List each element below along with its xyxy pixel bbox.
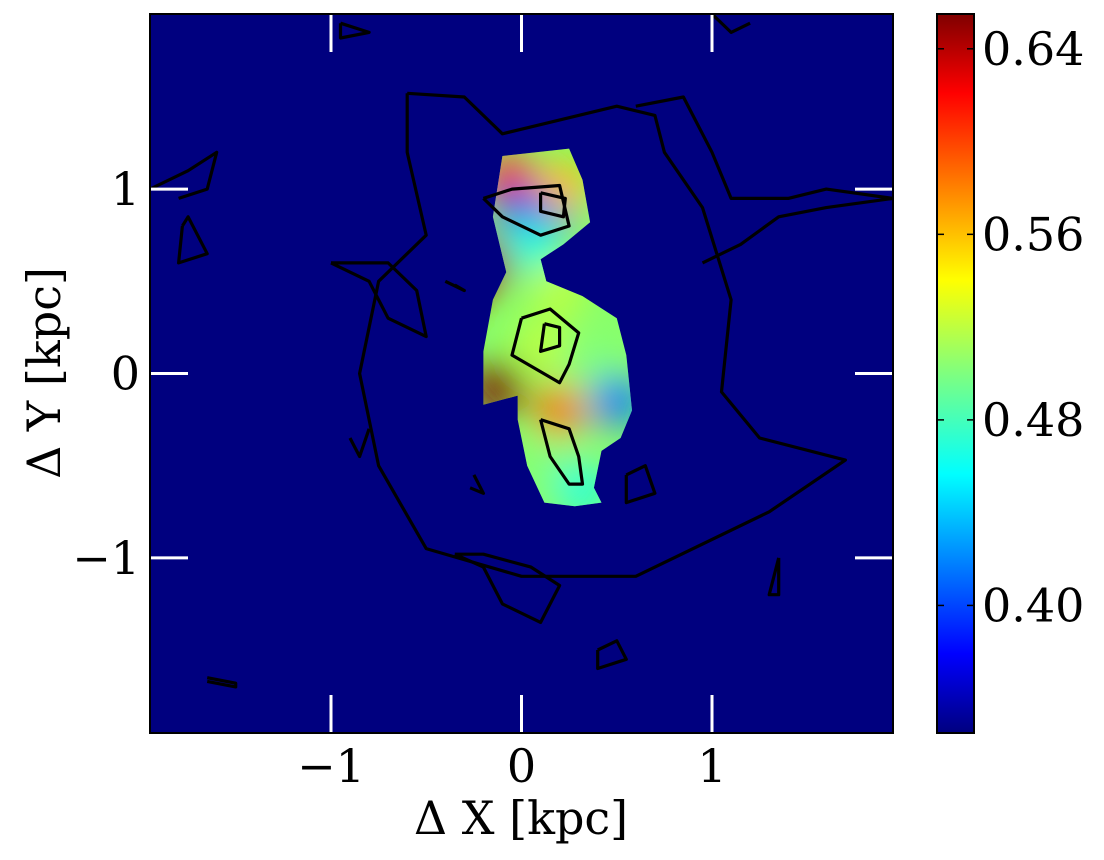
x-tick-label: −1 [297, 739, 365, 793]
hotspot [537, 159, 590, 212]
contour-line [177, 215, 209, 265]
contour-line [510, 307, 581, 385]
contour-line [539, 191, 567, 219]
plot-ticks [150, 14, 893, 733]
colorbar-tick-label: 0.48 [982, 393, 1084, 447]
colorbar-tick-label: 0.56 [982, 207, 1084, 261]
contour-line [338, 21, 371, 40]
x-tick-label: 0 [507, 739, 536, 793]
colorbar-tick-label: 0.40 [982, 578, 1084, 632]
tick-labels: −1 0 1 −1 0 1 [72, 162, 726, 793]
colorbar-tick-label: 0.64 [982, 22, 1084, 76]
hotspot [556, 463, 609, 507]
contour-line [635, 95, 893, 265]
contour-line [539, 322, 562, 353]
contour-line [348, 428, 371, 459]
contour-line [330, 261, 428, 339]
contour-line [469, 474, 485, 495]
y-tick-label: 1 [111, 162, 140, 216]
contour-line [624, 464, 657, 505]
contour-line [539, 418, 585, 486]
x-axis-label: Δ X [kpc] [414, 791, 628, 845]
y-tick-label: −1 [72, 531, 140, 585]
contour-line [710, 14, 751, 34]
hotspot [562, 338, 615, 391]
contour-lines [150, 14, 893, 689]
contour-line [206, 676, 238, 689]
contour-line [444, 279, 466, 293]
contour-line [482, 183, 571, 237]
contour-line [454, 552, 562, 624]
colorbar [936, 13, 975, 734]
contour-line [358, 91, 847, 578]
x-tick-label: 1 [697, 739, 726, 793]
colorbar-ticks: 0.40 0.48 0.56 0.64 [937, 22, 1084, 632]
y-axis-label: Δ Y [kpc] [17, 267, 71, 479]
hotspot [533, 384, 586, 437]
plot-frame [149, 13, 894, 734]
y-tick-label: 0 [111, 347, 140, 401]
contour-line [767, 557, 781, 597]
contour-line [596, 639, 628, 671]
contour-line [150, 150, 219, 200]
